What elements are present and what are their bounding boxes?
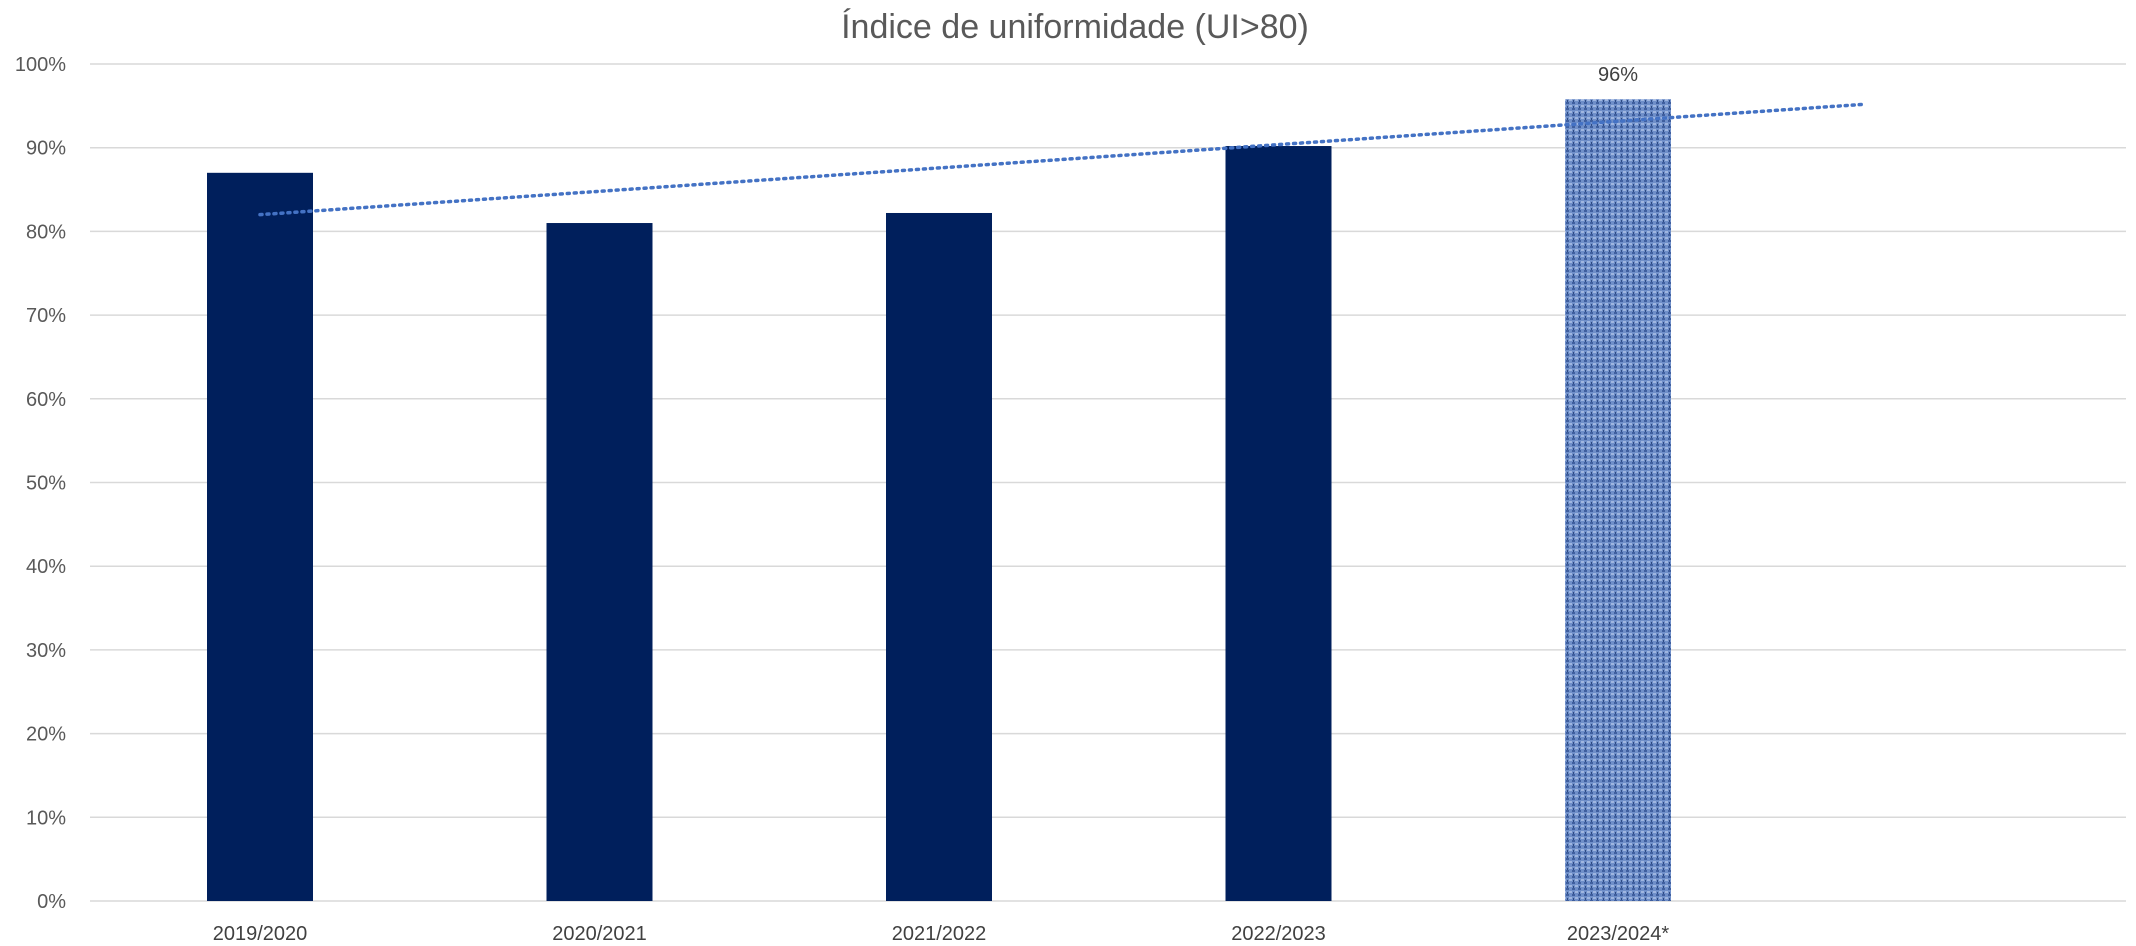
bar bbox=[1225, 146, 1332, 901]
x-tick-label: 2019/2020 bbox=[213, 923, 308, 945]
y-tick-label: 40% bbox=[26, 556, 66, 578]
data-labels: 96% bbox=[1598, 64, 1638, 86]
data-label: 96% bbox=[1598, 64, 1638, 86]
y-tick-label: 0% bbox=[37, 891, 66, 913]
y-tick-label: 80% bbox=[26, 221, 66, 243]
trendline bbox=[258, 102, 1868, 217]
y-tick-label: 90% bbox=[26, 138, 66, 160]
bar bbox=[1565, 99, 1671, 902]
x-tick-label: 2022/2023 bbox=[1231, 923, 1326, 945]
y-tick-label: 100% bbox=[15, 54, 66, 76]
y-tick-label: 50% bbox=[26, 473, 66, 495]
gridlines bbox=[90, 63, 2126, 902]
y-tick-label: 10% bbox=[26, 807, 66, 829]
y-axis-ticks: 0% 10% 20% 30% 40% 50% 60% 70% 80% 90% 100% bbox=[15, 54, 66, 913]
y-tick-label: 60% bbox=[26, 389, 66, 411]
y-tick-label: 30% bbox=[26, 640, 66, 662]
chart-title: Índice de uniformidade (UI>80) bbox=[841, 8, 1309, 46]
x-tick-label: 2023/2024* bbox=[1567, 923, 1670, 945]
x-axis-ticks: 2019/2020 2020/2021 2021/2022 2022/2023 2023… bbox=[213, 923, 1670, 945]
x-tick-label: 2021/2022 bbox=[892, 923, 987, 945]
bar bbox=[546, 223, 653, 901]
x-tick-label: 2020/2021 bbox=[552, 923, 647, 945]
y-tick-label: 20% bbox=[26, 724, 66, 746]
trendline-group bbox=[258, 102, 1868, 217]
bar bbox=[207, 172, 313, 901]
bar bbox=[886, 212, 992, 902]
bars bbox=[207, 99, 1671, 902]
y-tick-label: 70% bbox=[26, 305, 66, 327]
